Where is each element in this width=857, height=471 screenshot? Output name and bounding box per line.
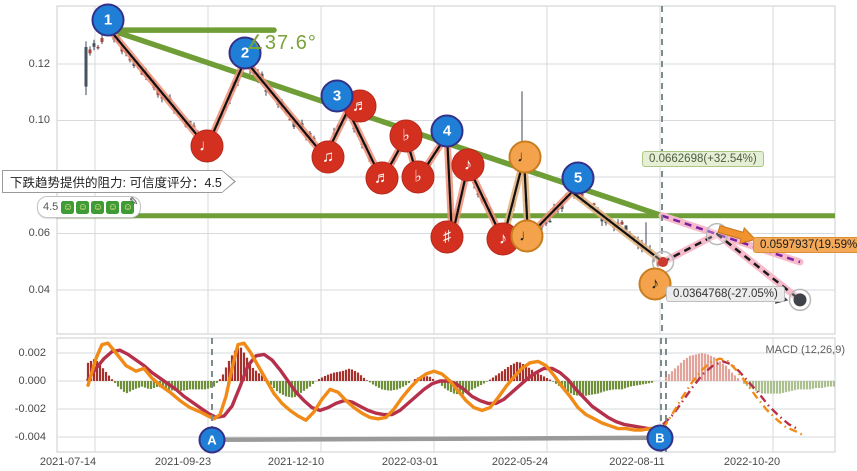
note-event-marker-orange[interactable]: ♩	[508, 140, 542, 174]
date-axis-tick: 2021-09-23	[154, 456, 212, 468]
macd-axis-tick: -0.002	[14, 403, 46, 415]
confidence-rating-pill[interactable]: 4.5 ☺ ☺ ☺ ☺ ☺ ✎	[37, 195, 142, 218]
wave-point-marker-3[interactable]: 3	[320, 79, 354, 113]
wave-point-marker-1[interactable]: 1	[91, 3, 125, 37]
price-projections	[658, 212, 804, 304]
dashed-verticals	[211, 6, 667, 452]
wave-point-marker-2[interactable]: 2	[228, 36, 262, 70]
price-axis-tick: 0.12	[28, 58, 50, 70]
note-event-marker[interactable]: ♩	[190, 129, 224, 163]
trend-angle-label: ∡37.6°	[246, 32, 317, 54]
anchor-marker-a[interactable]: A	[198, 426, 226, 454]
edit-pencil-icon[interactable]: ✎	[129, 195, 139, 208]
date-axis-tick: 2021-07-14	[39, 456, 97, 468]
date-axis-tick: 2022-08-11	[609, 456, 665, 468]
macd-params-label: MACD (12,26,9)	[765, 344, 845, 356]
ab-baseline	[211, 435, 661, 443]
note-event-marker[interactable]: ♪	[451, 148, 485, 182]
orange-direction-arrow	[717, 225, 757, 244]
macd-axis-tick: 0.000	[18, 375, 46, 387]
note-event-marker-orange[interactable]: ♩	[510, 219, 544, 253]
rating-score: 4.5	[43, 201, 59, 213]
macd-axis-tick: 0.002	[18, 347, 46, 359]
price-axis-tick: 0.06	[28, 227, 50, 239]
rating-smiley-icons: ☺ ☺ ☺ ☺ ☺ ✎	[61, 195, 139, 214]
macd-histogram	[86, 347, 836, 398]
note-event-marker[interactable]: ♭	[389, 119, 423, 153]
smiley-rating-icon: ☺	[61, 200, 75, 214]
smiley-rating-icon: ☺	[76, 200, 90, 214]
tooltip-text: 下跌趋势提供的阻力: 可信度评分：4.5	[10, 176, 222, 190]
macd-lines	[86, 341, 805, 437]
anchor-marker-b[interactable]: B	[646, 424, 674, 452]
note-event-marker[interactable]: ♫	[311, 140, 345, 174]
note-event-marker[interactable]: ♯	[430, 220, 464, 254]
candlesticks	[84, 23, 660, 268]
note-event-marker[interactable]: ♭	[401, 160, 435, 194]
resistance-value-label: 0.0662698(+32.54%)	[642, 151, 764, 167]
smiley-rating-icon: ☺	[106, 200, 120, 214]
smiley-rating-icon: ☺ ✎	[121, 195, 139, 214]
wave-point-marker-5[interactable]: 5	[561, 161, 595, 195]
date-axis-tick: 2022-10-20	[723, 456, 781, 468]
date-axis-tick: 2022-03-01	[381, 456, 439, 468]
down-target-value-label: 0.0364768(-27.05%)	[666, 286, 785, 302]
date-axis-tick: 2021-12-10	[267, 456, 325, 468]
price-axis-tick: 0.10	[28, 114, 50, 126]
note-event-marker[interactable]: ♬	[365, 161, 399, 195]
trend-resistance-tooltip: 下跌趋势提供的阻力: 可信度评分：4.5	[2, 170, 236, 193]
mid-target-value-label: 0.0597937(19.59%)	[753, 237, 857, 253]
date-axis-tick: 2022-05-24	[491, 456, 549, 468]
smiley-rating-icon: ☺	[91, 200, 105, 214]
wave-point-marker-4[interactable]: 4	[430, 114, 464, 148]
macd-axis-tick: -0.004	[14, 431, 46, 443]
price-axis-tick: 0.04	[28, 284, 50, 296]
